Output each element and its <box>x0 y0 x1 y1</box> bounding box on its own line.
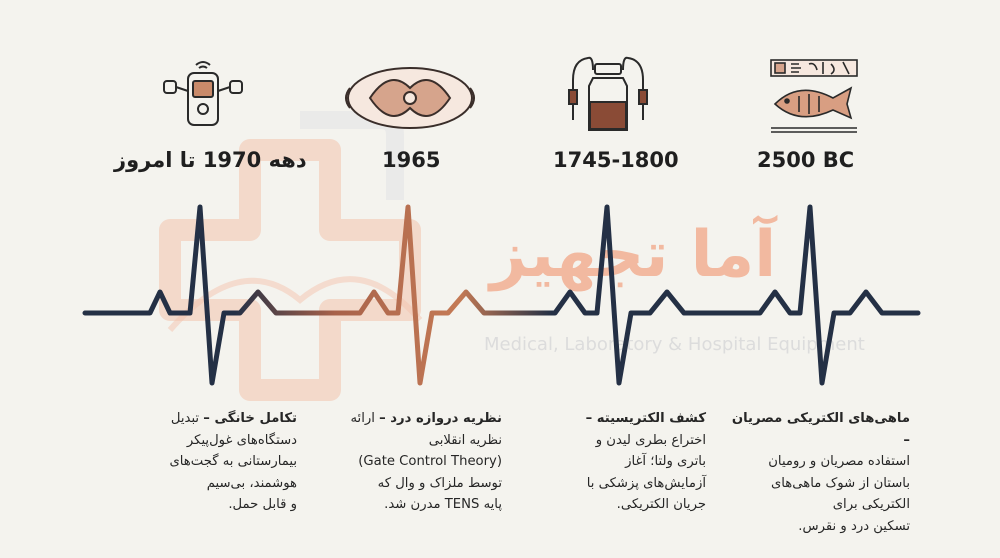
milestone-description-2: کشف الکتریسیته – اختراع بطری لیدن و باتر… <box>585 411 706 512</box>
tens-device-icon <box>163 61 243 126</box>
watermark-subtitle: Medical, Laboratory & Hospital Equipment <box>484 334 865 355</box>
milestone-title-1: ماهی‌های الکتریکی مصریان – <box>731 411 910 448</box>
milestone-title-2: کشف الکتریسیته – <box>585 411 706 426</box>
spinal-cord-icon <box>345 67 475 129</box>
egyptian-fish-icon <box>770 59 858 133</box>
year-label-1: 2500 BC <box>757 148 855 172</box>
year-label-3: 1965 <box>382 148 441 172</box>
year-label-2: 1745-1800 <box>553 148 679 172</box>
milestone-description-4: تکامل خانگی – تبدیل دستگاه‌های غول‌پیکر … <box>169 411 297 512</box>
milestone-title-3: نظریه دروازه درد – <box>379 411 502 426</box>
leyden-jar-icon <box>568 56 648 131</box>
milestone-description-3: نظریه دروازه درد – ارائه نظریه انقلابی (… <box>350 411 502 512</box>
watermark-brand-text: آما تجهیز <box>490 218 777 292</box>
milestone-title-4: تکامل خانگی – <box>203 411 297 426</box>
milestone-description-1: ماهی‌های الکتریکی مصریان – استفاده مصریا… <box>731 411 910 534</box>
year-label-4: دهه 1970 تا امروز <box>114 148 307 172</box>
